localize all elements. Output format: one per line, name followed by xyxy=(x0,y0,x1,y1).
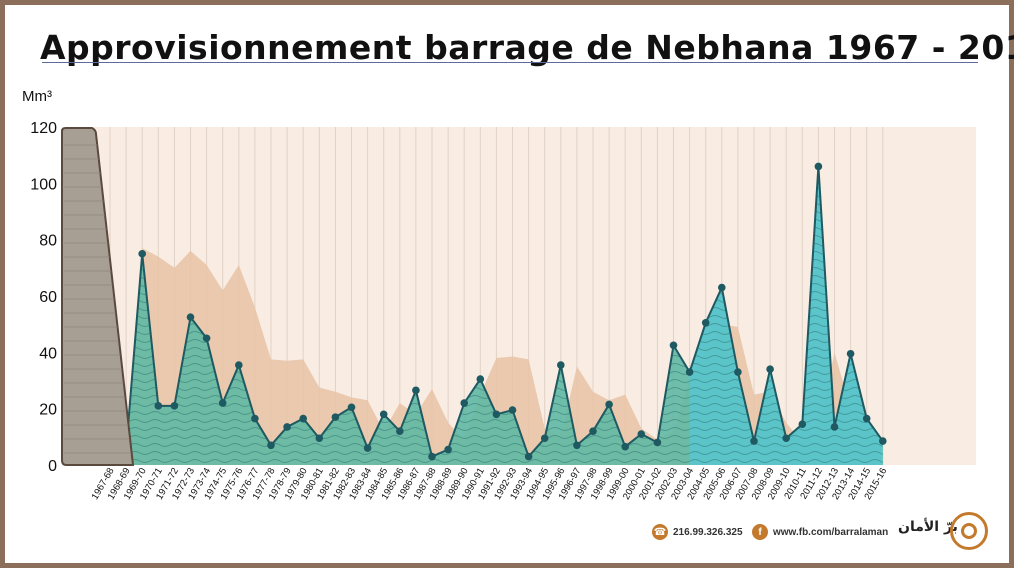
data-point xyxy=(701,318,710,327)
data-point xyxy=(186,313,195,321)
data-point xyxy=(621,442,629,451)
y-tick-label: 40 xyxy=(39,345,57,362)
brand-logo xyxy=(950,512,988,550)
wave-line xyxy=(110,427,883,431)
data-point xyxy=(347,403,356,412)
data-point xyxy=(299,414,308,423)
data-point xyxy=(235,361,243,369)
y-tick-label: 60 xyxy=(39,289,57,306)
data-point xyxy=(766,365,774,374)
footer-facebook[interactable]: f www.fb.com/barralaman xyxy=(752,520,888,544)
footer-phone: ☎ 216.99.326.325 xyxy=(652,520,743,544)
data-point xyxy=(363,444,372,452)
data-point xyxy=(283,423,291,431)
data-point xyxy=(202,334,211,343)
phone-number: 216.99.326.325 xyxy=(673,526,743,538)
wave-line xyxy=(110,435,883,439)
chart-title: Approvisionnement barrage de Nebhana 196… xyxy=(40,28,1014,67)
wave-line xyxy=(110,443,883,447)
title-underline xyxy=(42,62,978,63)
y-tick-label: 120 xyxy=(30,120,57,137)
data-point xyxy=(379,410,388,419)
data-point xyxy=(862,414,871,423)
dam-wall xyxy=(61,127,135,466)
data-point xyxy=(782,434,790,443)
y-axis-unit: Mm³ xyxy=(22,88,52,105)
data-point xyxy=(589,427,597,436)
data-point xyxy=(653,438,662,447)
data-point xyxy=(154,402,163,410)
data-point xyxy=(846,349,855,358)
y-tick-label: 20 xyxy=(39,402,57,419)
data-point xyxy=(557,361,565,369)
data-point xyxy=(412,386,420,395)
facebook-url: www.fb.com/barralaman xyxy=(773,526,889,538)
data-point xyxy=(218,399,227,407)
data-point xyxy=(138,249,146,258)
data-point xyxy=(460,399,469,407)
data-point xyxy=(798,420,807,428)
y-tick-label: 100 xyxy=(30,176,57,193)
data-point xyxy=(251,414,259,423)
data-point xyxy=(669,341,678,350)
data-point xyxy=(830,423,839,431)
data-point xyxy=(814,162,823,171)
wave-line xyxy=(110,459,883,463)
data-point xyxy=(734,368,742,376)
data-point xyxy=(396,427,404,436)
y-tick-label: 80 xyxy=(39,233,57,250)
data-point xyxy=(267,441,275,450)
wave-line xyxy=(110,411,883,415)
data-point xyxy=(476,375,485,383)
data-point xyxy=(444,445,452,454)
data-point xyxy=(524,452,533,461)
y-tick-label: 0 xyxy=(48,458,57,475)
data-point xyxy=(718,283,726,292)
data-point xyxy=(637,430,646,438)
data-point xyxy=(508,406,517,414)
phone-icon: ☎ xyxy=(652,524,668,540)
facebook-icon: f xyxy=(752,524,768,540)
data-point xyxy=(492,410,501,419)
data-point xyxy=(879,437,887,445)
data-point xyxy=(573,441,581,450)
data-point xyxy=(170,402,179,410)
data-point xyxy=(315,434,324,443)
data-point xyxy=(331,413,340,421)
brand-name: برّ الأمان xyxy=(898,519,958,535)
data-point xyxy=(540,434,549,443)
data-point xyxy=(428,452,436,461)
wave-line xyxy=(110,451,883,455)
data-point xyxy=(605,400,613,409)
data-point xyxy=(750,437,758,445)
series-recent-area xyxy=(689,166,883,465)
wave-line xyxy=(110,419,883,423)
data-point xyxy=(685,368,694,376)
